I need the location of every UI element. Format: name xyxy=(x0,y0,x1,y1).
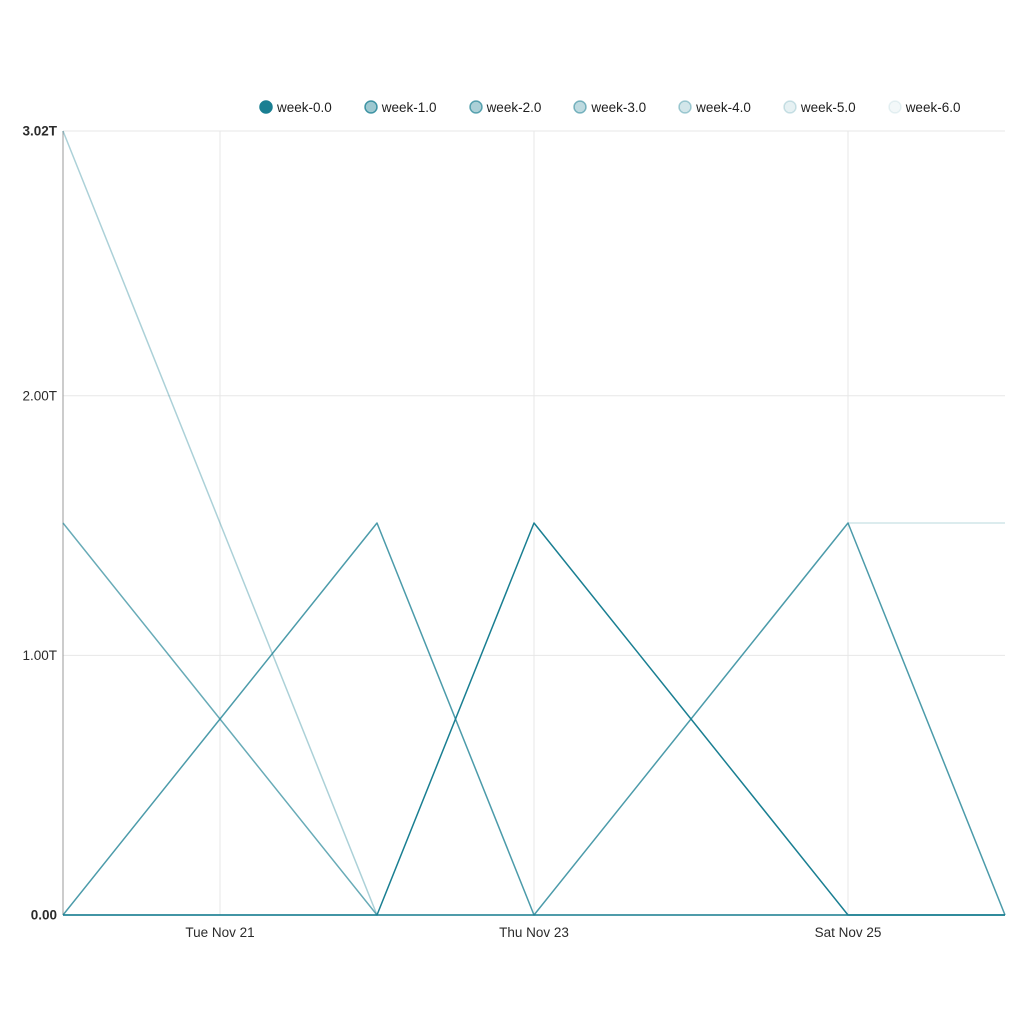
legend-swatch-icon xyxy=(783,100,797,114)
x-tick-label: Sat Nov 25 xyxy=(815,925,882,940)
legend-item-week-2.0[interactable]: week-2.0 xyxy=(468,99,542,115)
legend-swatch-icon xyxy=(887,100,902,114)
legend-swatch-icon xyxy=(364,100,378,114)
legend-swatch-icon xyxy=(678,100,692,114)
legend-item-week-0.0[interactable]: week-0.0 xyxy=(258,99,332,115)
legend-swatch-icon xyxy=(468,100,483,114)
y-tick-label: 0.00 xyxy=(31,908,57,923)
y-tick-label: 1.00T xyxy=(22,648,57,663)
legend-label: week-0.0 xyxy=(277,99,332,115)
y-tick-label: 3.02T xyxy=(22,124,57,139)
series-line-week-1.0 xyxy=(62,522,1006,916)
legend-label: week-1.0 xyxy=(381,99,437,115)
legend-item-week-5.0[interactable]: week-5.0 xyxy=(782,99,856,115)
legend-swatch-icon xyxy=(573,100,588,114)
x-tick-label: Tue Nov 21 xyxy=(185,925,254,940)
legend-label: week-5.0 xyxy=(800,99,856,115)
y-tick-label: 2.00T xyxy=(22,388,57,403)
legend-swatch-icon xyxy=(259,100,273,114)
legend-item-week-4.0[interactable]: week-4.0 xyxy=(677,99,751,115)
legend-label: week-2.0 xyxy=(486,99,542,115)
legend-label: week-4.0 xyxy=(696,99,751,115)
legend-label: week-3.0 xyxy=(591,99,647,115)
legend-item-week-6.0[interactable]: week-6.0 xyxy=(887,99,961,115)
x-tick-label: Thu Nov 23 xyxy=(499,925,569,940)
series-line-week-0.0 xyxy=(63,522,1005,916)
legend-item-week-1.0[interactable]: week-1.0 xyxy=(363,99,437,115)
chart-legend: week-0.0 week-1.0 week-2.0 week-3.0 week-4.0… xyxy=(258,96,960,118)
legend-item-week-3.0[interactable]: week-3.0 xyxy=(572,99,646,115)
legend-label: week-6.0 xyxy=(905,99,961,115)
